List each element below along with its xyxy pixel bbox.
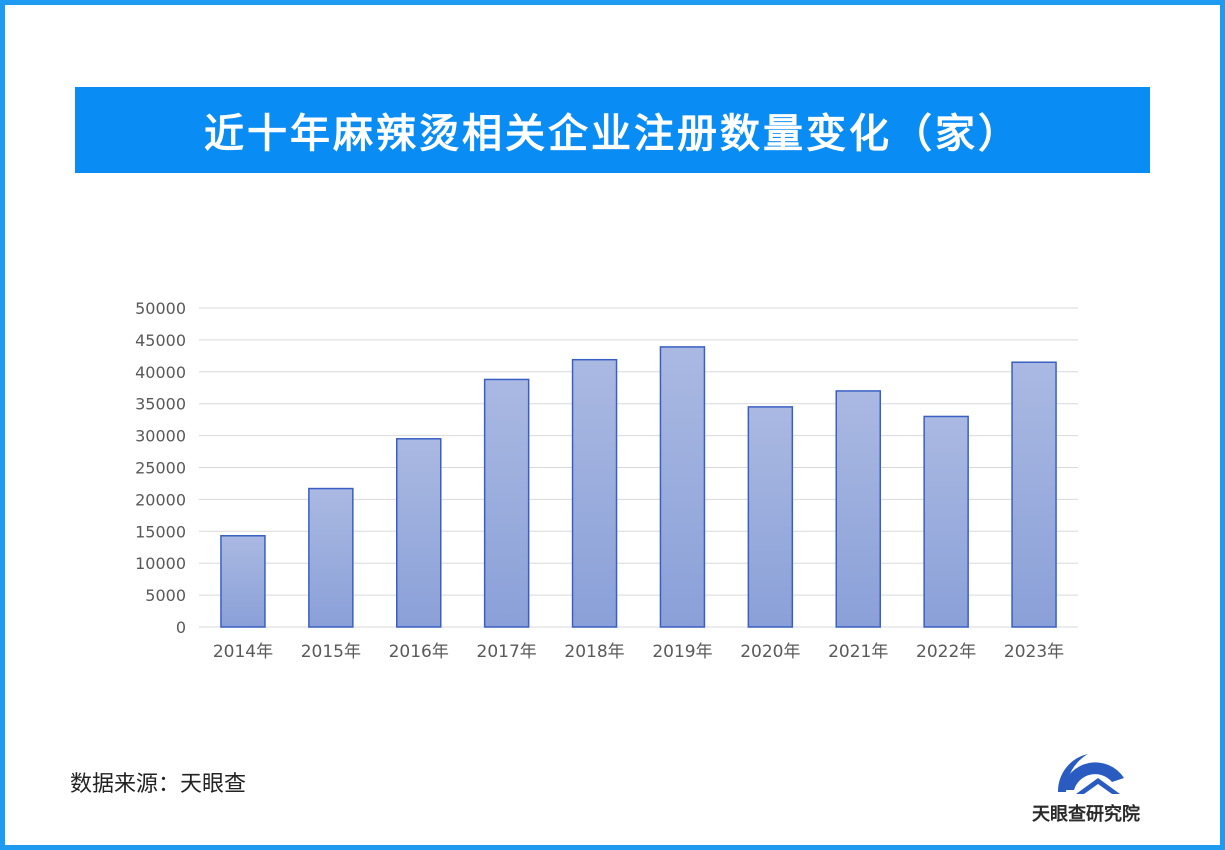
y-tick-label: 5000 [145, 586, 186, 605]
bar-2019年 [659, 346, 706, 628]
y-tick-label: 0 [176, 618, 186, 637]
y-tick-label: 45000 [135, 331, 186, 350]
tianyancha-logo-icon [1057, 754, 1124, 794]
x-tick-label: 2021年 [828, 642, 888, 662]
bar-2020年 [747, 406, 794, 628]
y-tick-label: 50000 [135, 299, 186, 318]
y-axis-ticks: 0 5000 10000 15000 20000 25000 30000 35000 40000… [135, 299, 186, 637]
bar-2016年 [396, 438, 442, 628]
x-tick-label: 2020年 [740, 642, 800, 662]
bar-2022年 [923, 415, 969, 628]
y-tick-label: 20000 [135, 490, 186, 509]
title-banner: 近十年麻辣烫相关企业注册数量变化（家） [75, 87, 1150, 173]
data-source: 数据来源：天眼查 [70, 772, 247, 797]
bar-2023年 [1011, 361, 1057, 628]
x-tick-label: 2019年 [652, 642, 712, 662]
x-tick-label: 2016年 [389, 642, 449, 662]
x-tick-label: 2015年 [301, 642, 361, 662]
bar-2018年 [571, 358, 618, 628]
bar-2021年 [835, 390, 881, 628]
x-tick-label: 2017年 [477, 642, 537, 662]
bar-2014年 [220, 535, 266, 628]
x-tick-label: 2023年 [1004, 642, 1064, 662]
y-tick-label: 30000 [135, 427, 186, 446]
y-tick-label: 35000 [135, 395, 186, 414]
page-title: 近十年麻辣烫相关企业注册数量变化（家） [204, 111, 1021, 157]
bar-2015年 [308, 487, 354, 628]
x-axis-ticks: 2014年 2015年 2016年 2017年 2018年 2019年 2020年 2021年… [213, 642, 1064, 662]
bars [220, 346, 1057, 628]
y-tick-label: 40000 [135, 363, 186, 382]
x-tick-label: 2022年 [916, 642, 976, 662]
y-tick-label: 10000 [135, 554, 186, 573]
x-tick-label: 2014年 [213, 642, 273, 662]
bar-2017年 [483, 378, 530, 628]
logo-text: 天眼查研究院 [1032, 804, 1140, 825]
y-tick-label: 15000 [135, 522, 186, 541]
y-tick-label: 25000 [135, 459, 186, 478]
x-tick-label: 2018年 [564, 642, 624, 662]
